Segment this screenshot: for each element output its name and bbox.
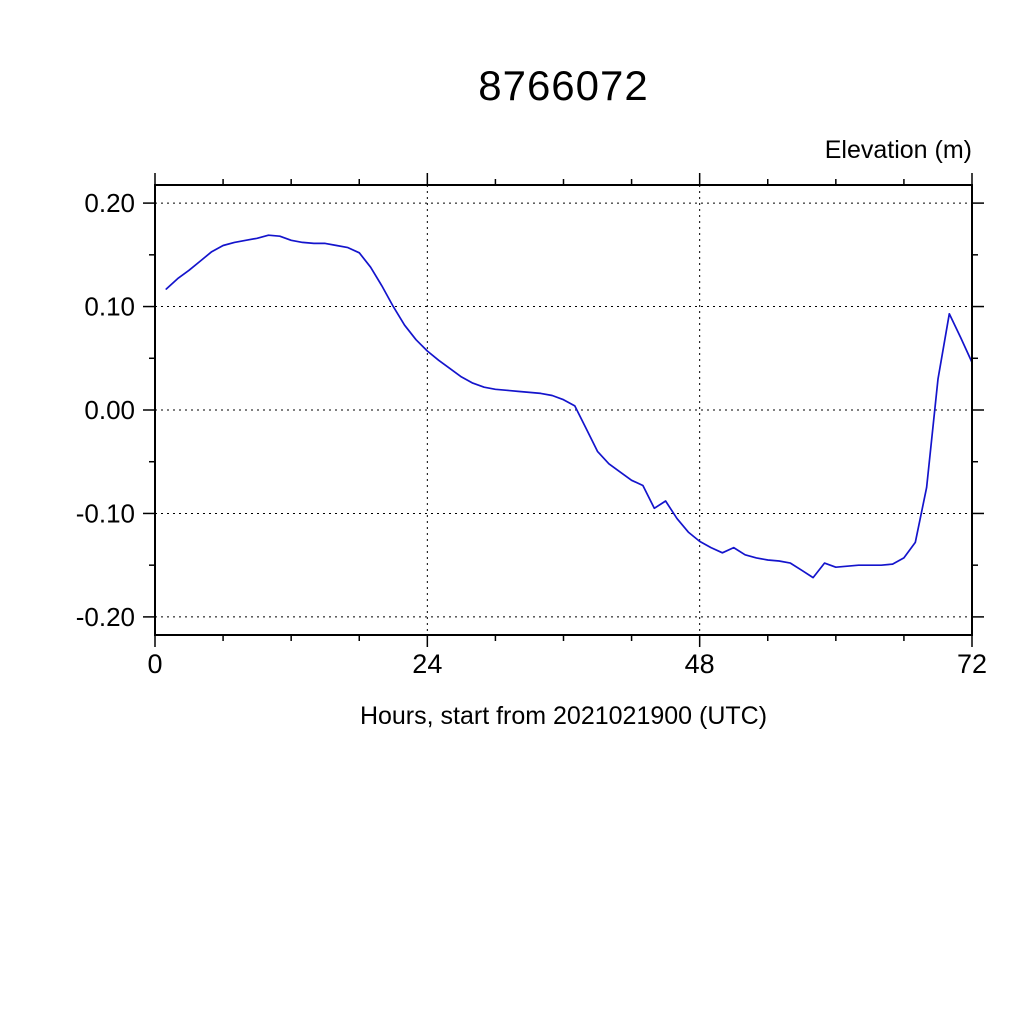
y-tick-label: -0.10 — [76, 498, 135, 528]
x-tick-label: 24 — [412, 649, 442, 679]
y-tick-label: 0.00 — [84, 395, 135, 425]
x-tick-label: 72 — [957, 649, 987, 679]
x-axis-label: Hours, start from 2021021900 (UTC) — [359, 702, 768, 730]
x-tick-label: 0 — [147, 649, 162, 679]
y-tick-label: -0.20 — [76, 602, 135, 632]
data-line — [165, 234, 973, 579]
x-tick-label: 48 — [685, 649, 715, 679]
y-axis-unit-label: Elevation (m) — [824, 136, 972, 164]
y-tick-label: 0.10 — [84, 292, 135, 322]
chart-title: 8766072 — [478, 62, 649, 109]
y-tick-label: 0.20 — [84, 188, 135, 218]
